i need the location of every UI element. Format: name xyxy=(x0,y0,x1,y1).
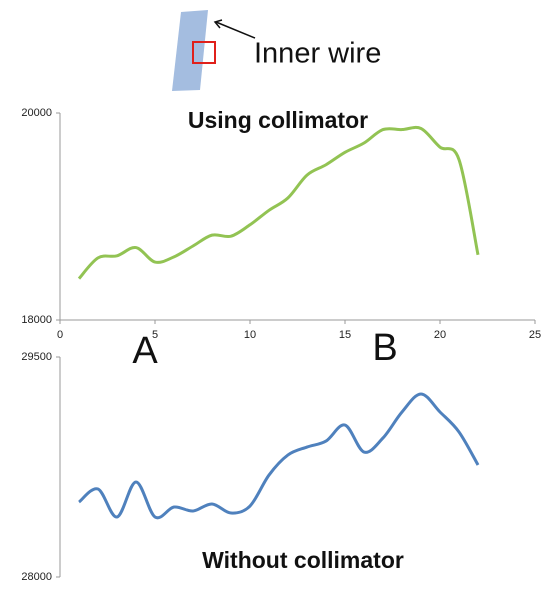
icon-label: Inner wire xyxy=(254,38,381,70)
y-tick-label: 28000 xyxy=(21,571,52,583)
y-tick-label: 20000 xyxy=(21,107,52,119)
roi-box xyxy=(192,41,216,64)
x-tick-label: 10 xyxy=(244,329,256,341)
line xyxy=(77,125,480,280)
arrow-head xyxy=(213,19,223,29)
label-a: A xyxy=(132,330,158,372)
x-tick-label: 25 xyxy=(529,329,541,341)
wire xyxy=(172,10,208,91)
line xyxy=(78,392,480,520)
y-tick-label: 29500 xyxy=(21,351,52,363)
x-tick-label: 5 xyxy=(152,329,158,341)
chart-title: Using collimator xyxy=(188,107,368,133)
chart-title: Without collimator xyxy=(202,547,404,573)
label-b: B xyxy=(372,327,397,369)
x-tick-label: 20 xyxy=(434,329,446,341)
x-tick-label: 0 xyxy=(57,329,63,341)
x-tick-label: 15 xyxy=(339,329,351,341)
y-tick-label: 18000 xyxy=(21,314,52,326)
arrow xyxy=(215,21,256,39)
wire-icon xyxy=(172,10,256,91)
